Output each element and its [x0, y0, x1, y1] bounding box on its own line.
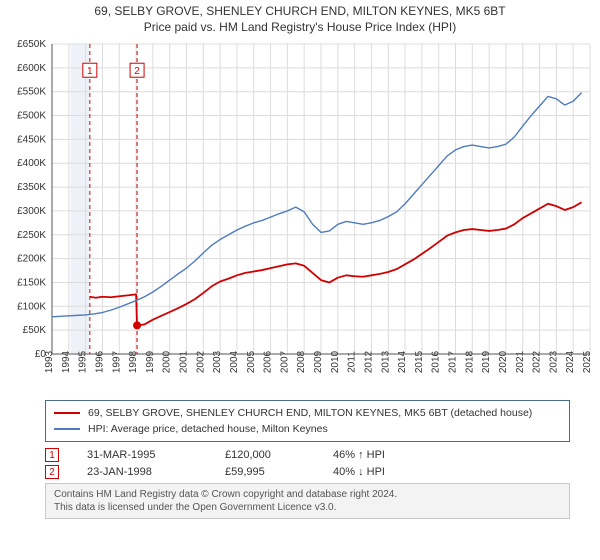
svg-text:£550K: £550K [17, 87, 46, 98]
chart-title-address: 69, SELBY GROVE, SHENLEY CHURCH END, MIL… [0, 4, 600, 18]
svg-text:£400K: £400K [17, 158, 46, 169]
event-row: 1 31-MAR-1995 £120,000 46% ↑ HPI [45, 448, 570, 462]
event-price: £59,995 [225, 466, 305, 478]
event-delta: 46% ↑ HPI [333, 449, 423, 461]
legend-label: 69, SELBY GROVE, SHENLEY CHURCH END, MIL… [88, 405, 532, 421]
svg-text:£50K: £50K [23, 325, 47, 336]
svg-text:£250K: £250K [17, 230, 46, 241]
legend-item: 69, SELBY GROVE, SHENLEY CHURCH END, MIL… [54, 405, 561, 421]
svg-text:£650K: £650K [17, 39, 46, 50]
legend-label: HPI: Average price, detached house, Milt… [88, 421, 328, 437]
footer-line: Contains HM Land Registry data © Crown c… [54, 488, 561, 501]
attribution-footer: Contains HM Land Registry data © Crown c… [45, 483, 570, 519]
svg-text:£500K: £500K [17, 111, 46, 122]
event-badge-2: 2 [45, 465, 59, 479]
event-list: 1 31-MAR-1995 £120,000 46% ↑ HPI 2 23-JA… [45, 448, 570, 479]
legend-swatch-property [54, 412, 80, 414]
footer-line: This data is licensed under the Open Gov… [54, 501, 561, 514]
event-date: 31-MAR-1995 [87, 449, 197, 461]
event-delta: 40% ↓ HPI [333, 466, 423, 478]
event-badge-1: 1 [45, 448, 59, 462]
event-date: 23-JAN-1998 [87, 466, 197, 478]
svg-text:2: 2 [134, 66, 140, 77]
event-price: £120,000 [225, 449, 305, 461]
svg-text:£350K: £350K [17, 182, 46, 193]
legend: 69, SELBY GROVE, SHENLEY CHURCH END, MIL… [45, 400, 570, 442]
svg-text:£450K: £450K [17, 134, 46, 145]
price-chart: £0£50K£100K£150K£200K£250K£300K£350K£400… [0, 34, 600, 394]
svg-text:1: 1 [87, 66, 93, 77]
svg-text:£150K: £150K [17, 277, 46, 288]
legend-item: HPI: Average price, detached house, Milt… [54, 421, 561, 437]
svg-text:£100K: £100K [17, 301, 46, 312]
svg-text:£300K: £300K [17, 206, 46, 217]
legend-swatch-hpi [54, 428, 80, 430]
event-row: 2 23-JAN-1998 £59,995 40% ↓ HPI [45, 465, 570, 479]
chart-title-sub: Price paid vs. HM Land Registry's House … [0, 20, 600, 34]
svg-text:£200K: £200K [17, 254, 46, 265]
svg-text:£600K: £600K [17, 63, 46, 74]
